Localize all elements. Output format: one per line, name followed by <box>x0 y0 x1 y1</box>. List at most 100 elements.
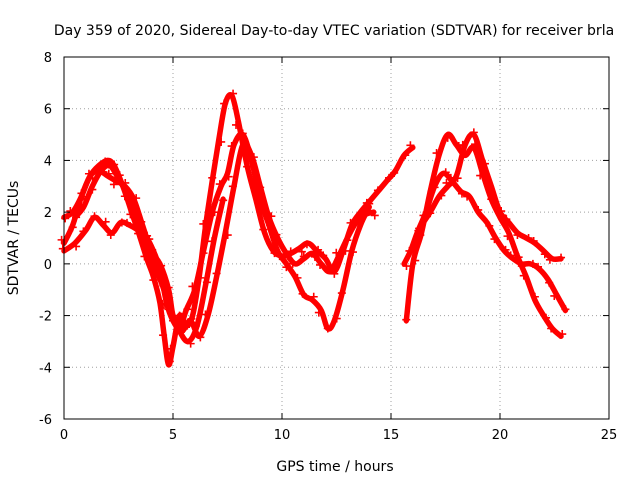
data-point <box>437 191 446 200</box>
data-point <box>212 269 221 278</box>
data-point <box>223 231 232 240</box>
series-track-7 <box>72 160 228 348</box>
data-point <box>323 324 332 333</box>
x-axis-label: GPS time / hours <box>276 459 393 475</box>
series-line <box>418 131 564 263</box>
data-point <box>229 89 238 98</box>
data-point <box>454 142 463 151</box>
data-point <box>309 292 318 301</box>
data-point <box>224 172 233 181</box>
data-point <box>534 262 543 271</box>
data-point <box>72 242 81 251</box>
data-point <box>101 217 110 226</box>
data-point <box>453 174 462 183</box>
data-point <box>314 245 323 254</box>
data-point <box>199 249 208 258</box>
series-line <box>61 140 377 340</box>
data-point <box>191 321 200 330</box>
data-point <box>401 151 410 160</box>
data-point <box>432 149 441 158</box>
data-point <box>476 171 485 180</box>
data-point <box>157 261 166 270</box>
data-point <box>175 323 184 332</box>
data-point <box>140 252 149 261</box>
x-tick-label: 10 <box>274 428 291 443</box>
data-point <box>557 253 566 262</box>
data-point <box>164 305 173 314</box>
data-point <box>530 292 539 301</box>
data-point <box>115 171 124 180</box>
data-point <box>66 207 75 216</box>
data-point <box>545 255 554 264</box>
data-point <box>416 231 425 240</box>
data-point <box>514 253 523 262</box>
data-point <box>210 208 219 217</box>
ticks <box>63 56 610 420</box>
data-point <box>426 209 435 218</box>
data-point <box>159 281 168 290</box>
data-point <box>359 208 368 217</box>
data-point <box>370 211 379 220</box>
data-point <box>332 248 341 257</box>
data-point <box>485 221 494 230</box>
y-tick-labels: -6 -4 -2 0 2 4 6 8 <box>39 51 52 428</box>
data-point <box>547 324 556 333</box>
data-point <box>529 236 538 245</box>
data-point <box>441 168 450 177</box>
data-point <box>406 141 415 150</box>
data-point <box>68 223 77 232</box>
y-tick-label: 4 <box>44 154 52 169</box>
plot-frame <box>63 56 610 420</box>
y-tick-label: 8 <box>44 51 52 66</box>
series-layer <box>57 89 570 368</box>
y-tick-label: 0 <box>44 258 52 273</box>
data-point <box>220 99 229 108</box>
x-tick-labels: 0 5 10 15 20 25 <box>60 428 617 443</box>
data-point <box>183 305 192 314</box>
series-track-6 <box>415 128 566 264</box>
data-point <box>159 331 168 340</box>
data-point <box>411 256 420 265</box>
data-point <box>501 245 510 254</box>
data-point <box>77 200 86 209</box>
data-point <box>259 225 268 234</box>
data-point <box>443 133 452 142</box>
data-point <box>104 169 113 178</box>
data-point <box>402 262 411 271</box>
data-point <box>343 236 352 245</box>
series-track-3 <box>58 138 379 342</box>
data-point <box>297 247 306 256</box>
data-point <box>104 160 113 169</box>
data-point <box>208 173 217 182</box>
data-point <box>463 192 472 201</box>
data-point <box>106 231 115 240</box>
data-point <box>310 252 319 261</box>
data-point <box>458 140 467 149</box>
data-point <box>126 210 135 219</box>
data-point <box>545 278 554 287</box>
data-point <box>506 251 515 260</box>
data-point <box>238 129 247 138</box>
data-point <box>402 315 411 324</box>
data-point <box>99 167 108 176</box>
data-point <box>217 137 226 146</box>
data-point <box>469 128 478 137</box>
data-point <box>165 357 174 366</box>
data-point <box>486 183 495 192</box>
data-point <box>186 339 195 348</box>
data-point <box>77 189 86 198</box>
chart-title: Day 359 of 2020, Sidereal Day-to-day VTE… <box>54 23 614 39</box>
data-point <box>390 168 399 177</box>
data-point <box>208 237 217 246</box>
data-point <box>90 212 99 221</box>
data-point <box>256 183 265 192</box>
x-tick-label: 0 <box>60 428 68 443</box>
data-point <box>524 234 533 242</box>
data-point <box>79 227 88 236</box>
data-point <box>215 180 224 189</box>
data-point <box>72 213 81 222</box>
data-point <box>227 142 236 151</box>
data-point <box>88 185 97 194</box>
data-point <box>327 266 336 275</box>
